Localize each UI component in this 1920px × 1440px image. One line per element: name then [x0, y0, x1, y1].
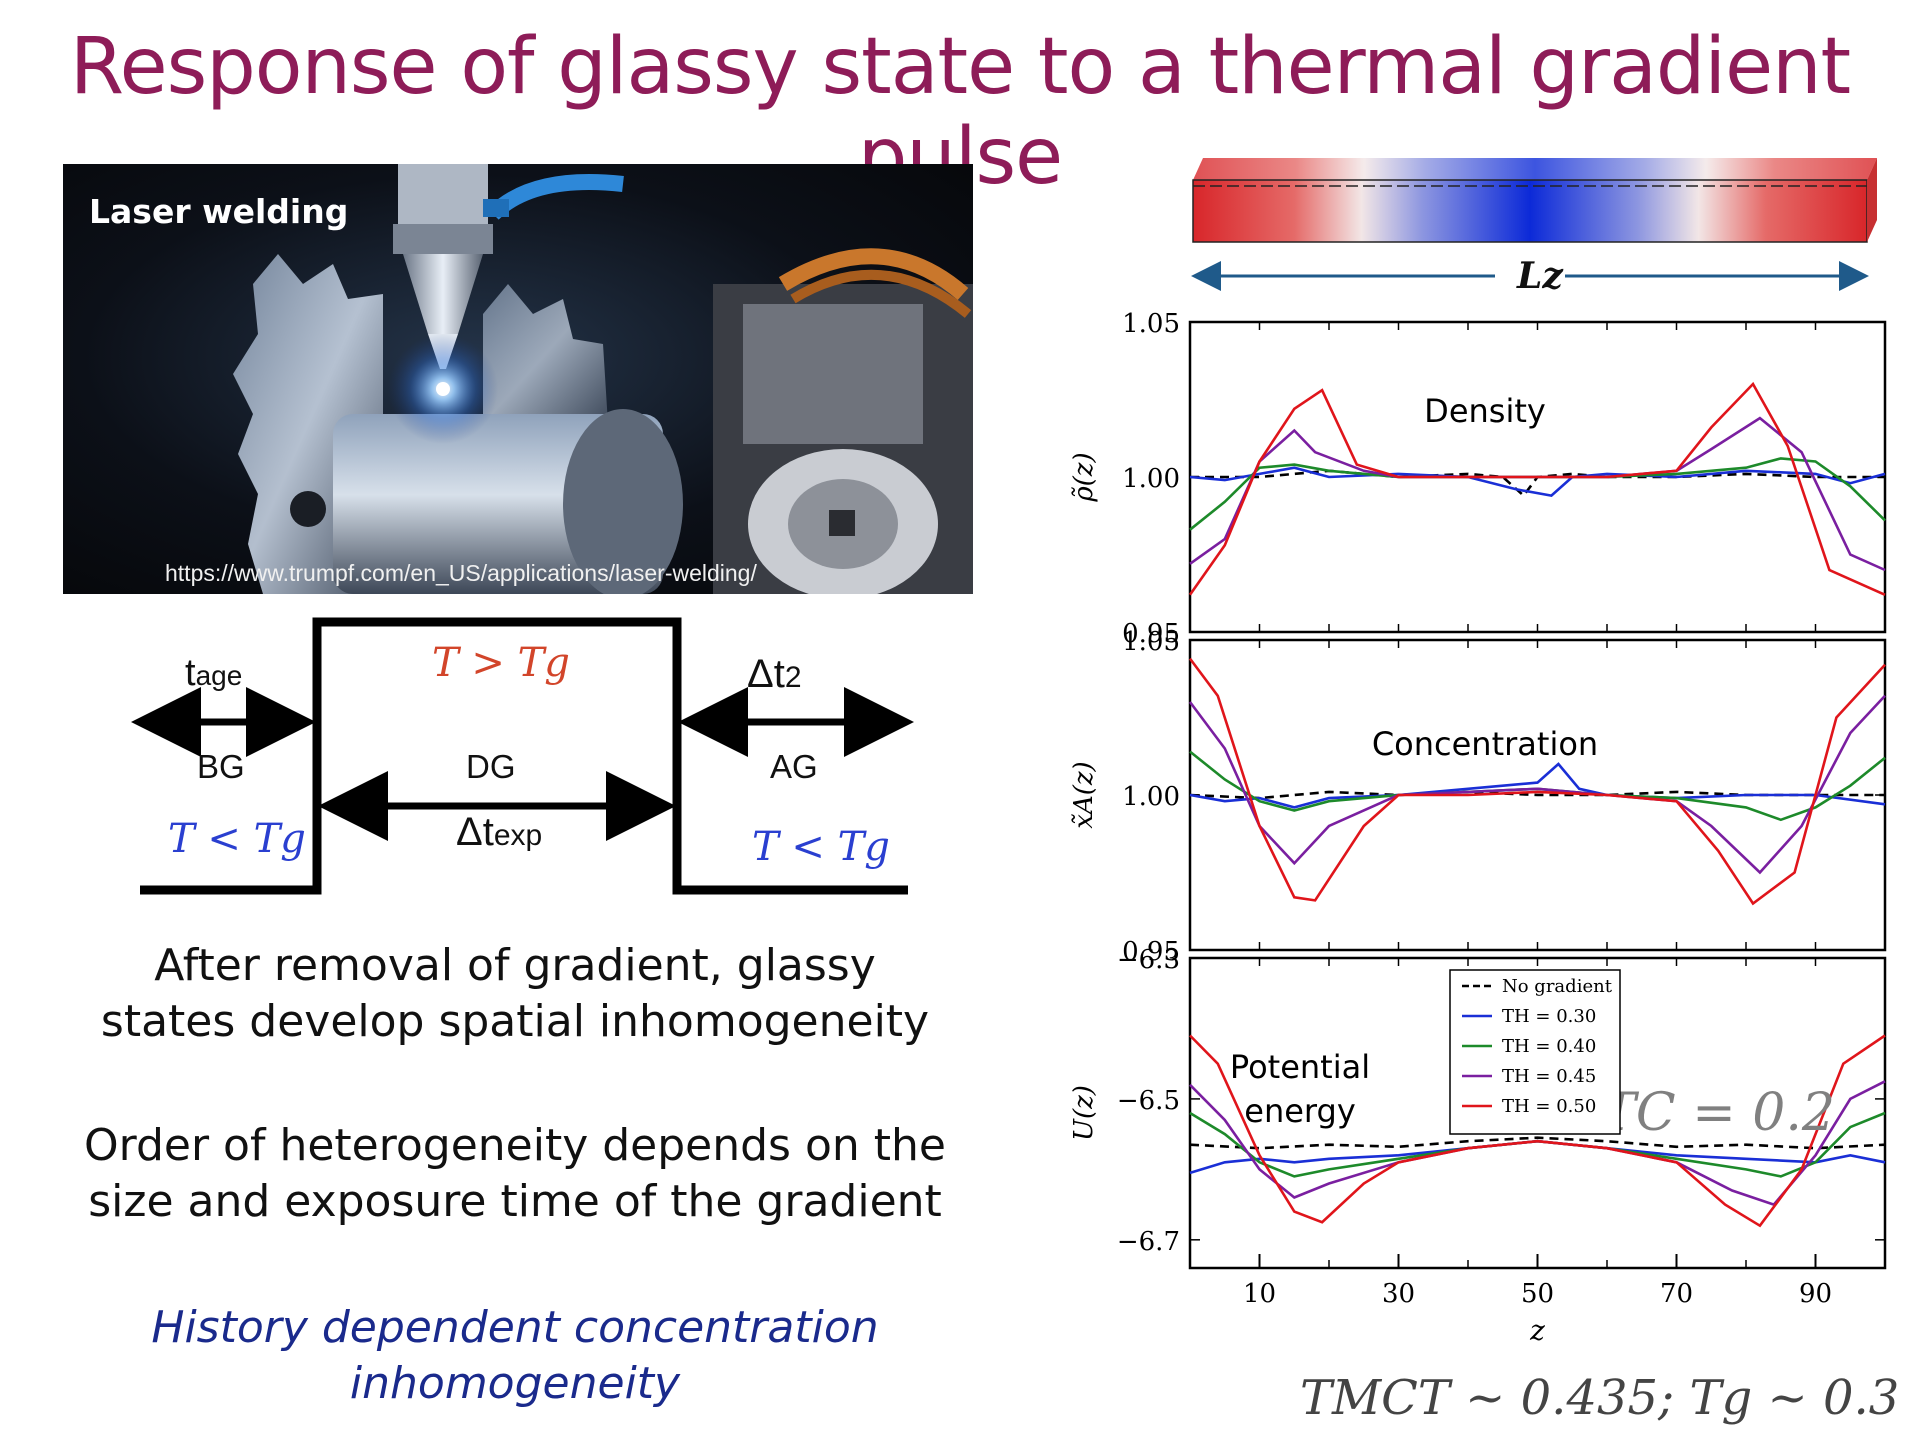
laser-welding-photo: Laser welding https://www.trumpf.com/en_… [63, 164, 973, 594]
legend-label: TH = 0.45 [1502, 1066, 1596, 1087]
ag-label: AG [770, 748, 818, 785]
series-line [1189, 790, 1885, 800]
pulse-outline [140, 617, 908, 895]
cold-condition-right: T < Tg [752, 824, 890, 870]
y-tick-label: −6.5 [1117, 1086, 1180, 1116]
y-tick-label: −6.7 [1117, 1227, 1180, 1257]
panel-title: Potential [1230, 1048, 1370, 1086]
legend-label: TH = 0.50 [1502, 1096, 1596, 1117]
x-tick-label: 70 [1660, 1279, 1693, 1309]
paragraph-line: After removal of gradient, glassy [154, 940, 876, 991]
legend-label: No gradient [1502, 976, 1613, 997]
x-tick-label: 90 [1799, 1279, 1832, 1309]
highlight-statement: History dependent concentration inhomoge… [40, 1300, 990, 1412]
panel-title: Density [1424, 392, 1546, 430]
panel-title: energy [1244, 1092, 1356, 1130]
paragraph-heterogeneity: Order of heterogeneity depends on the si… [40, 1118, 990, 1230]
hot-condition-label: T > Tg [432, 640, 570, 686]
y-tick-label: 1.05 [1122, 309, 1180, 339]
highlight-line: History dependent concentration [151, 1302, 879, 1353]
cold-condition-left: T < Tg [168, 816, 306, 862]
x-tick-label: 50 [1521, 1279, 1554, 1309]
panel-title: Concentration [1372, 725, 1598, 763]
y-tick-label: 1.05 [1122, 627, 1180, 657]
y-axis-label: U(z) [1069, 1085, 1099, 1141]
laser-welding-illustration [233, 164, 973, 594]
dg-label: DG [466, 748, 516, 785]
lz-label: Lz [1517, 255, 1563, 297]
t-age-label: tage [185, 652, 243, 694]
chart-panel: 1.05 1.00 0.95 x̃A(z) Concentration [1069, 627, 1887, 967]
tc-annotation: TC = 0.2 [1601, 1083, 1835, 1143]
paragraph-line: states develop spatial inhomogeneity [100, 996, 930, 1047]
paragraph-inhomogeneity: After removal of gradient, glassy states… [40, 938, 990, 1050]
profile-charts: 1.05 1.00 0.95 ρ̃(z) Density 1.05 1.00 0.95 x̃A(… [1069, 309, 1887, 1347]
temperature-relation: TMCT ~ 0.435; Tg ~ 0.3 [1300, 1370, 1900, 1426]
legend-label: TH = 0.30 [1502, 1006, 1596, 1027]
y-tick-label: 1.00 [1122, 782, 1180, 812]
series-line [1189, 466, 1886, 497]
x-tick-label: 10 [1243, 1279, 1276, 1309]
photo-label: Laser welding [89, 192, 349, 231]
series-line [1188, 694, 1886, 875]
series-line [1188, 381, 1886, 596]
y-tick-label: −6.3 [1117, 945, 1180, 975]
highlight-line: inhomogeneity [349, 1358, 681, 1409]
series-line [1189, 762, 1886, 809]
pulse-diagram [131, 617, 914, 895]
y-axis-label: x̃A(z) [1069, 761, 1099, 828]
dt-exp-label: Δtexp [456, 810, 543, 854]
series-line [1189, 1034, 1886, 1228]
y-tick-label: 1.00 [1122, 464, 1180, 494]
legend-label: TH = 0.40 [1502, 1036, 1596, 1057]
y-tick-label: 0.95 [1122, 619, 1180, 649]
slide-title: Response of glassy state to a thermal gr… [69, 22, 1851, 202]
x-tick-label: 30 [1382, 1279, 1415, 1309]
paragraph-line: size and exposure time of the gradient [88, 1176, 942, 1227]
series-line [1189, 1136, 1886, 1150]
dt2-label: Δt2 [747, 652, 802, 696]
simulation-box [1191, 158, 1877, 296]
bg-label: BG [197, 748, 245, 785]
y-tick-label: 0.95 [1122, 937, 1180, 967]
y-axis-label: ρ̃(z) [1069, 452, 1099, 502]
x-axis-label: z [1529, 1314, 1545, 1347]
chart-panel: −6.3 −6.5 −6.7 U(z) Potential energy 10 30 50 70 9… [1069, 945, 1887, 1347]
photo-source-url: https://www.trumpf.com/en_US/application… [165, 560, 757, 586]
chart-panel: 1.05 1.00 0.95 ρ̃(z) Density [1069, 309, 1887, 649]
paragraph-line: Order of heterogeneity depends on the [84, 1120, 946, 1171]
series-line [1188, 657, 1886, 906]
